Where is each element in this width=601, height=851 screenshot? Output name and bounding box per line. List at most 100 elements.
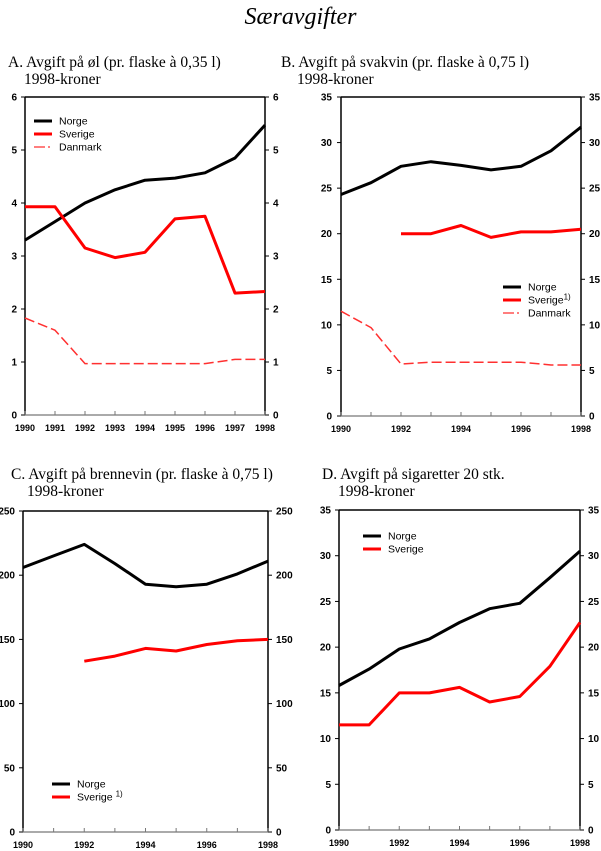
y-tick-label-left: 10 (320, 734, 332, 745)
y-tick-label-right: 2 (273, 305, 279, 316)
x-tick-label: 1998 (570, 838, 590, 848)
y-tick-label-left: 30 (320, 551, 332, 562)
legend-label-danmark: Danmark (59, 142, 102, 154)
y-tick-label-right: 30 (589, 138, 601, 149)
chart-c: 0 0 50 50 100 100 150 150 200 200 250 250 1990 1992 19… (0, 507, 293, 851)
legend-label-norge: Norge (528, 282, 557, 294)
y-tick-label-left: 10 (321, 320, 333, 331)
legend-label-sverige: Sverige (388, 544, 424, 556)
y-tick-label-left: 200 (0, 571, 15, 582)
x-tick-label: 1991 (45, 423, 65, 433)
x-tick-label: 1992 (75, 423, 95, 433)
y-tick-label-right: 0 (589, 412, 595, 423)
y-tick-label-right: 5 (589, 366, 595, 377)
x-tick-label: 1992 (74, 840, 94, 850)
y-tick-label-right: 5 (588, 780, 594, 791)
x-tick-label: 1998 (571, 424, 591, 434)
panel-c-title: C. Avgift på brennevin (pr. flaske à 0,7… (11, 466, 273, 500)
y-tick-label-left: 15 (321, 275, 333, 286)
legend-label-norge: Norge (59, 116, 88, 128)
y-tick-label-right: 100 (276, 699, 293, 710)
panel-a-title: A. Avgift på øl (pr. flaske à 0,35 l) 19… (8, 54, 221, 88)
x-tick-label: 1996 (511, 424, 531, 434)
y-tick-label-left: 25 (321, 184, 333, 195)
legend-footnote: 1) (116, 790, 123, 799)
y-tick-label-right: 150 (276, 635, 293, 646)
x-tick-label: 1990 (13, 840, 33, 850)
y-tick-label-left: 150 (0, 635, 15, 646)
y-tick-label-left: 1 (11, 358, 17, 369)
y-tick-label-left: 100 (0, 699, 15, 710)
legend-label-sverige: Sverige1) (528, 293, 571, 307)
series-line-sverige (339, 621, 582, 727)
x-tick-label: 1994 (451, 424, 471, 434)
y-tick-label-right: 200 (276, 571, 293, 582)
series-line-danmark (24, 317, 265, 365)
x-tick-label: 1993 (105, 423, 125, 433)
series-line-sverige (25, 205, 266, 295)
y-tick-label-left: 50 (4, 763, 16, 774)
y-tick-label-right: 35 (589, 93, 601, 104)
y-tick-label-right: 25 (589, 184, 601, 195)
y-tick-label-right: 0 (588, 826, 594, 837)
y-tick-label-left: 5 (11, 146, 17, 157)
panel-d-subtitle: 1998-kroner (338, 483, 415, 500)
series-line-norge (22, 542, 269, 589)
panel-a-title-text: A. Avgift på øl (pr. flaske à 0,35 l) (8, 54, 221, 71)
y-tick-label-left: 0 (325, 826, 331, 837)
series-line-danmark (340, 310, 581, 366)
x-tick-label: 1995 (165, 423, 185, 433)
legend-label-danmark: Danmark (528, 308, 571, 320)
y-tick-label-left: 35 (320, 506, 332, 517)
y-tick-label-left: 2 (11, 305, 17, 316)
page-title: Særavgifter (244, 4, 357, 30)
series-line-norge (340, 125, 582, 196)
legend-label-norge: Norge (77, 779, 106, 791)
y-tick-label-left: 35 (321, 93, 333, 104)
y-tick-label-left: 6 (11, 93, 17, 104)
y-tick-label-right: 20 (588, 643, 600, 654)
y-tick-label-right: 35 (588, 506, 600, 517)
y-tick-label-right: 6 (273, 93, 279, 104)
series-line-norge (24, 124, 267, 242)
x-tick-label: 1994 (135, 840, 155, 850)
y-tick-label-right: 20 (589, 229, 601, 240)
x-tick-label: 1992 (391, 424, 411, 434)
chart-d: 0 0 5 5 10 10 15 15 20 20 25 25 30 30 35 35 1990 1992 1994… (320, 506, 600, 849)
y-tick-label-right: 4 (273, 199, 279, 210)
series-line-sverige (401, 224, 582, 239)
panel-a-subtitle: 1998-kroner (24, 71, 101, 88)
y-tick-label-left: 5 (325, 780, 331, 791)
panel-d-title-text: D. Avgift på sigaretter 20 stk. (322, 466, 505, 483)
x-tick-label: 1990 (15, 423, 35, 433)
y-tick-label-left: 5 (326, 366, 332, 377)
y-tick-label-right: 3 (273, 252, 279, 263)
y-tick-label-right: 15 (588, 688, 600, 699)
panel-b-title-text: B. Avgift på svakvin (pr. flaske à 0,75 … (281, 54, 530, 71)
panel-b-subtitle: 1998-kroner (297, 71, 374, 88)
y-tick-label-right: 250 (276, 507, 293, 518)
y-tick-label-left: 4 (11, 199, 17, 210)
x-tick-label: 1996 (195, 423, 215, 433)
y-tick-label-right: 25 (588, 597, 600, 608)
y-tick-label-left: 25 (320, 597, 332, 608)
x-tick-label: 1990 (329, 838, 349, 848)
y-tick-label-right: 5 (273, 146, 279, 157)
x-tick-label: 1994 (449, 838, 469, 848)
y-tick-label-right: 10 (589, 320, 601, 331)
panel-d-title: D. Avgift på sigaretter 20 stk. 1998-kro… (322, 466, 505, 500)
y-tick-label-left: 0 (9, 828, 15, 839)
x-tick-label: 1992 (389, 838, 409, 848)
x-tick-label: 1994 (135, 423, 155, 433)
legend-label-norge: Norge (388, 531, 417, 543)
legend-label-sverige: Sverige (59, 129, 95, 141)
y-tick-label-right: 30 (588, 551, 600, 562)
panel-b-title: B. Avgift på svakvin (pr. flaske à 0,75 … (281, 54, 529, 88)
chart-b: 0 0 5 5 10 10 15 15 20 20 25 25 30 30 35 35 1990 1992 1994… (321, 93, 601, 435)
y-tick-label-left: 30 (321, 138, 333, 149)
y-tick-label-left: 3 (11, 252, 17, 263)
y-tick-label-right: 0 (273, 411, 279, 422)
